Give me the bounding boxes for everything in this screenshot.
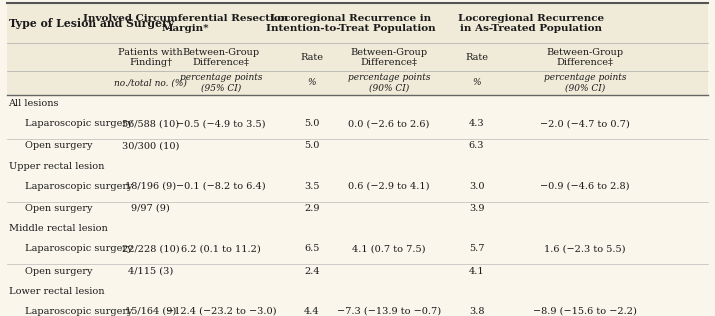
Text: Open surgery: Open surgery bbox=[24, 142, 92, 150]
Text: Middle rectal lesion: Middle rectal lesion bbox=[9, 224, 107, 233]
Text: Patients with
Finding†: Patients with Finding† bbox=[119, 48, 183, 67]
Text: 4.1: 4.1 bbox=[469, 266, 485, 276]
Text: Type of Lesion and Surgery: Type of Lesion and Surgery bbox=[9, 18, 174, 29]
Text: 4.4: 4.4 bbox=[304, 307, 320, 316]
Text: 3.9: 3.9 bbox=[469, 204, 484, 213]
Text: 30/300 (10): 30/300 (10) bbox=[122, 142, 179, 150]
Text: −0.1 (−8.2 to 6.4): −0.1 (−8.2 to 6.4) bbox=[176, 182, 266, 191]
Text: 6.3: 6.3 bbox=[469, 142, 484, 150]
Text: −8.9 (−15.6 to −2.2): −8.9 (−15.6 to −2.2) bbox=[533, 307, 637, 316]
Text: percentage points
(90% CI): percentage points (90% CI) bbox=[347, 73, 430, 93]
Text: 56/588 (10): 56/588 (10) bbox=[122, 119, 179, 128]
Text: −2.0 (−4.7 to 0.7): −2.0 (−4.7 to 0.7) bbox=[541, 119, 630, 128]
Text: 4.1 (0.7 to 7.5): 4.1 (0.7 to 7.5) bbox=[352, 244, 425, 253]
Text: 6.5: 6.5 bbox=[305, 244, 320, 253]
Text: Rate: Rate bbox=[465, 53, 488, 62]
Text: 5.0: 5.0 bbox=[305, 142, 320, 150]
Text: 0.0 (−2.6 to 2.6): 0.0 (−2.6 to 2.6) bbox=[348, 119, 430, 128]
Text: Between-Group
Difference‡: Between-Group Difference‡ bbox=[350, 48, 428, 67]
Text: 4.3: 4.3 bbox=[469, 119, 485, 128]
Text: Lower rectal lesion: Lower rectal lesion bbox=[9, 287, 104, 296]
Text: 18/196 (9): 18/196 (9) bbox=[125, 182, 177, 191]
Text: −12.4 (−23.2 to −3.0): −12.4 (−23.2 to −3.0) bbox=[166, 307, 276, 316]
Text: 3.5: 3.5 bbox=[304, 182, 320, 191]
Text: 6.2 (0.1 to 11.2): 6.2 (0.1 to 11.2) bbox=[181, 244, 261, 253]
Text: Open surgery: Open surgery bbox=[24, 204, 92, 213]
Text: percentage points
(90% CI): percentage points (90% CI) bbox=[544, 73, 626, 93]
Text: Locoregional Recurrence in
Intention-to-Treat Population: Locoregional Recurrence in Intention-to-… bbox=[266, 14, 435, 33]
Text: Laparoscopic surgery: Laparoscopic surgery bbox=[24, 307, 132, 316]
Text: 3.8: 3.8 bbox=[469, 307, 484, 316]
Text: −0.5 (−4.9 to 3.5): −0.5 (−4.9 to 3.5) bbox=[176, 119, 265, 128]
Text: Upper rectal lesion: Upper rectal lesion bbox=[9, 161, 104, 171]
Text: 22/228 (10): 22/228 (10) bbox=[122, 244, 179, 253]
Text: 3.0: 3.0 bbox=[469, 182, 484, 191]
Text: Between-Group
Difference‡: Between-Group Difference‡ bbox=[182, 48, 260, 67]
Text: percentage points
(95% CI): percentage points (95% CI) bbox=[179, 73, 262, 93]
Text: −0.9 (−4.6 to 2.8): −0.9 (−4.6 to 2.8) bbox=[541, 182, 630, 191]
Text: 4/115 (3): 4/115 (3) bbox=[128, 266, 174, 276]
Text: 5.7: 5.7 bbox=[469, 244, 484, 253]
Text: Laparoscopic surgery: Laparoscopic surgery bbox=[24, 119, 132, 128]
Text: 5.0: 5.0 bbox=[305, 119, 320, 128]
Text: 2.4: 2.4 bbox=[304, 266, 320, 276]
Text: 1.6 (−2.3 to 5.5): 1.6 (−2.3 to 5.5) bbox=[545, 244, 626, 253]
Text: no./total no. (%): no./total no. (%) bbox=[114, 78, 187, 88]
Text: −7.3 (−13.9 to −0.7): −7.3 (−13.9 to −0.7) bbox=[337, 307, 441, 316]
Text: 15/164 (9): 15/164 (9) bbox=[125, 307, 177, 316]
Text: %: % bbox=[473, 78, 481, 88]
Text: %: % bbox=[307, 78, 316, 88]
Text: 0.6 (−2.9 to 4.1): 0.6 (−2.9 to 4.1) bbox=[348, 182, 430, 191]
Text: Locoregional Recurrence
in As-Treated Population: Locoregional Recurrence in As-Treated Po… bbox=[458, 14, 604, 33]
Text: 2.9: 2.9 bbox=[304, 204, 320, 213]
Text: Open surgery: Open surgery bbox=[24, 266, 92, 276]
FancyBboxPatch shape bbox=[7, 3, 708, 94]
Text: Between-Group
Difference‡: Between-Group Difference‡ bbox=[547, 48, 623, 67]
Text: All lesions: All lesions bbox=[9, 99, 59, 108]
Text: 9/97 (9): 9/97 (9) bbox=[132, 204, 170, 213]
Text: Rate: Rate bbox=[300, 53, 323, 62]
Text: Laparoscopic surgery: Laparoscopic surgery bbox=[24, 182, 132, 191]
Text: Involved Circumferential Resection
Margin*: Involved Circumferential Resection Margi… bbox=[83, 14, 288, 33]
Text: Laparoscopic surgery: Laparoscopic surgery bbox=[24, 244, 132, 253]
